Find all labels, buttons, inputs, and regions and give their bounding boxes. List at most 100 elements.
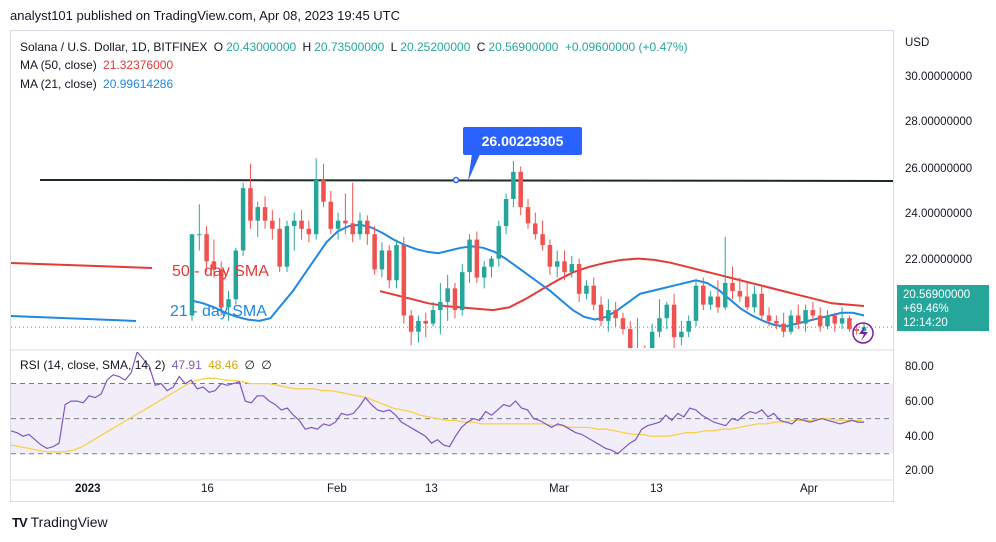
candle-body (752, 293, 757, 308)
x-tick-label: Mar (549, 483, 569, 495)
candle-body (189, 234, 195, 316)
brand-name: TradingView (30, 514, 108, 530)
candle-body (613, 310, 618, 319)
candle-body (204, 234, 209, 262)
candle-body (211, 261, 217, 270)
candle-body (584, 285, 589, 294)
ma21-value: 20.99614286 (103, 77, 174, 91)
candle-body (715, 296, 721, 308)
candle-body (423, 320, 429, 324)
candle-body (511, 171, 516, 199)
candle-body (664, 304, 670, 319)
rsi-legend[interactable]: RSI (14, close, SMA, 14, 2) 47.91 48.46 … (20, 358, 275, 372)
candle-body (686, 320, 691, 332)
candle-body (693, 285, 699, 321)
candle-body (518, 171, 523, 208)
candle-body (277, 228, 282, 267)
candle-body (357, 220, 363, 235)
candle-body (788, 315, 794, 332)
candle-body (825, 315, 830, 327)
ma50-legend[interactable]: MA (50, close) 21.32376000 (20, 58, 176, 72)
candle-body (774, 320, 779, 324)
sma50-annotation-line (10, 262, 153, 269)
sma50-annotation: 50 - day SMA (172, 263, 269, 280)
ohlc-low: 20.25200000 (400, 40, 471, 54)
rsi-sma-line (11, 377, 865, 453)
candle-body (854, 329, 859, 331)
last-price: 20.56900000 (903, 289, 971, 301)
candle-body (430, 310, 436, 324)
empty-set-icon: ∅ (261, 358, 272, 372)
candle-body (744, 296, 750, 308)
rsi-tick-label: 60.00 (905, 396, 934, 408)
publisher-line: analyst101 published on TradingView.com,… (10, 8, 401, 23)
x-tick-label: Apr (800, 483, 818, 495)
tradingview-brand[interactable]: TV TradingView (12, 514, 108, 530)
empty-set-icon: ∅ (244, 358, 255, 372)
x-tick-label: Feb (327, 483, 347, 495)
candle-body (284, 226, 290, 267)
candle-body (649, 331, 655, 348)
candle-body (730, 282, 735, 292)
rsi-sma-value: 48.46 (208, 358, 239, 372)
ohlc-low-label: L (390, 40, 398, 54)
y-tick-label: 26.00000000 (905, 163, 973, 175)
ohlc-high: 20.73500000 (314, 40, 385, 54)
candle-body (861, 327, 867, 331)
candle-body (620, 318, 626, 330)
candle-body (817, 315, 823, 327)
candle-body (781, 323, 786, 332)
candle-body (321, 180, 326, 202)
callout-pointer (468, 154, 480, 182)
candle-body (737, 291, 743, 297)
candle-body (474, 239, 480, 278)
symbol-name: Solana / U.S. Dollar, 1D, BITFINEX (20, 40, 208, 54)
rsi-label: RSI (14, close, SMA, 14, 2) (20, 358, 166, 372)
event-circle-icon (852, 322, 874, 344)
candle-body (328, 201, 334, 229)
rsi-tick-label: 80.00 (905, 361, 934, 373)
candle-body (313, 180, 319, 235)
candle-body (591, 285, 597, 305)
y-tick-label: 30.00000000 (905, 71, 973, 83)
candle-body (262, 207, 268, 221)
candle-body (701, 285, 706, 305)
candle-body (452, 288, 458, 311)
candle-body (379, 250, 385, 270)
candle-body (525, 207, 531, 224)
ohlc-close: 20.56900000 (488, 40, 559, 54)
ma21-legend[interactable]: MA (21, close) 20.99614286 (20, 77, 176, 91)
candle-body (627, 329, 633, 348)
candle-body (226, 299, 231, 308)
currency-label: USD (905, 37, 930, 49)
resistance-line (39, 178, 894, 182)
candle-body (386, 250, 392, 281)
candle-body (416, 320, 421, 332)
candle-body (547, 245, 553, 267)
ohlc-open-label: O (213, 40, 224, 54)
lightning-icon (859, 326, 868, 341)
x-tick-label: 2023 (75, 483, 101, 495)
ohlc-change: +0.09600000 (+0.47%) (564, 40, 688, 54)
candle-body (335, 220, 341, 229)
ohlc-open: 20.43000000 (226, 40, 297, 54)
candle-body (233, 250, 239, 300)
candle-body (832, 315, 838, 324)
candle-body (365, 220, 370, 235)
candle-body (759, 293, 765, 316)
candle-body (803, 310, 808, 324)
tradingview-logo-icon: TV (12, 514, 28, 530)
candle-body (306, 228, 312, 235)
candle-body (810, 310, 816, 316)
candle-body (503, 198, 509, 227)
candle-body (679, 331, 684, 338)
candle-body (481, 266, 487, 278)
x-tick-label: 13 (425, 483, 438, 495)
candle-body (343, 220, 348, 224)
candle-body (459, 272, 465, 311)
candle-body (496, 226, 502, 259)
ohlc-high-label: H (302, 40, 312, 54)
candle-body (438, 301, 443, 311)
candle-body (540, 234, 545, 246)
